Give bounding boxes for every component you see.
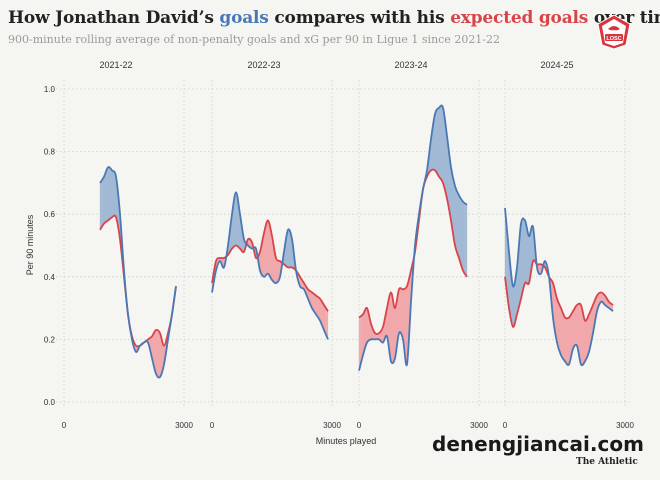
x-tick-label: 3000 (323, 421, 341, 430)
goals-line (504, 207, 614, 367)
y-tick-label: 0.2 (44, 335, 56, 344)
goals-line (99, 166, 177, 379)
chart-subtitle: 900-minute rolling average of non-penalt… (8, 33, 501, 46)
title-middle: compares with his (268, 8, 451, 28)
y-tick-label: 0.8 (44, 148, 56, 157)
panel-2022-23: 2022-23 0 3000 (210, 60, 342, 430)
panel-title: 2024-25 (540, 60, 573, 70)
goals-line (211, 191, 329, 340)
xg-line (211, 219, 329, 312)
x-tick-label: 3000 (470, 421, 488, 430)
x-tick-label: 3000 (616, 421, 634, 430)
chart-title: How Jonathan David’s goals compares with… (8, 8, 660, 28)
y-tick-label: 0.0 (44, 398, 56, 407)
x-tick-label: 3000 (175, 421, 193, 430)
panel-2023-24: 2023-24 0 3000 (357, 60, 489, 430)
goals-line (358, 104, 468, 371)
x-tick-label: 0 (503, 421, 508, 430)
xg-line (504, 259, 614, 328)
x-tick-label: 0 (62, 421, 67, 430)
panel-title: 2021-22 (99, 60, 132, 70)
y-tick-label: 0.4 (44, 273, 56, 282)
crest-text: LOSC (606, 36, 621, 42)
x-axis-label: Minutes played (316, 436, 377, 446)
panel-title: 2022-23 (247, 60, 280, 70)
club-crest-icon: LOSC (597, 14, 631, 50)
panel-title: 2023-24 (394, 60, 427, 70)
panel-2024-25: 2024-25 0 3000 (503, 60, 635, 430)
title-prefix: How Jonathan David’s (8, 8, 220, 28)
panel-2021-22: 2021-22 0 3000 (62, 60, 194, 430)
y-tick-label: 1.0 (44, 85, 56, 94)
x-tick-label: 0 (357, 421, 362, 430)
y-axis-label: Per 90 minutes (25, 214, 35, 275)
title-goals-word: goals (219, 8, 269, 28)
y-tick-label: 0.6 (44, 210, 56, 219)
watermark-text: denengjiancai.com (432, 432, 644, 456)
x-tick-label: 0 (210, 421, 215, 430)
title-xg-word: expected goals (450, 8, 589, 28)
xg-line (99, 214, 177, 348)
publisher-credit: The Athletic (576, 457, 638, 467)
